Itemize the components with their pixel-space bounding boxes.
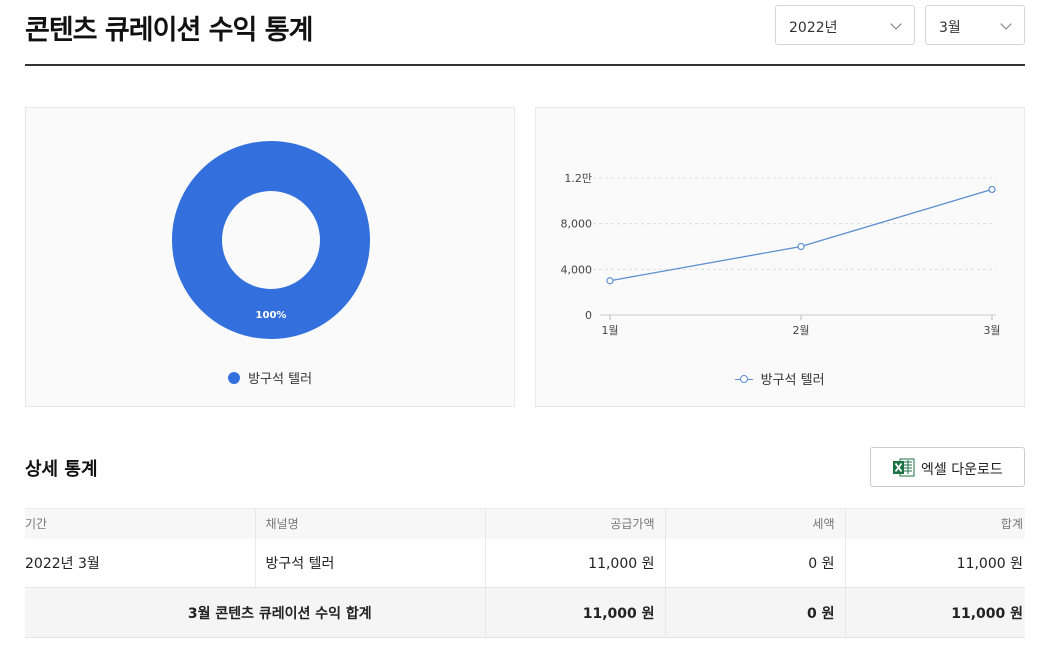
total-row: 3월 콘텐츠 큐레이션 수익 합계 11,000 원 0 원 11,000 원 — [25, 587, 1025, 638]
x-tick-label: 1월 — [601, 324, 618, 337]
donut-slice — [171, 140, 371, 339]
cell-sum: 11,000 원 — [845, 538, 1025, 588]
detail-section-title: 상세 통계 — [25, 459, 98, 480]
total-supply: 11,000 원 — [485, 587, 666, 638]
data-point — [606, 277, 614, 285]
line-legend[interactable]: 방구석 텔러 — [536, 369, 1024, 388]
line-chart-panel: 0 4,000 8,000 1.2만 1월 2월 3월 방구석 텔러 — [535, 107, 1025, 407]
column-header-sum: 합계 — [845, 508, 1025, 539]
page-title: 콘텐츠 큐레이션 수익 통계 — [25, 15, 313, 46]
donut-legend-label: 방구석 텔러 — [248, 372, 313, 387]
excel-icon — [893, 458, 915, 477]
page-header: 콘텐츠 큐레이션 수익 통계 2022년 3월 — [25, 0, 1025, 66]
month-select-value: 3월 — [939, 20, 961, 36]
excel-download-label: 엑셀 다운로드 — [921, 462, 1003, 478]
year-select[interactable]: 2022년 — [775, 5, 915, 45]
total-tax: 0 원 — [665, 587, 846, 638]
donut-chart-panel: 100% 방구석 텔러 — [25, 107, 515, 407]
column-header-supply: 공급가액 — [485, 508, 666, 539]
column-header-period: 기간 — [25, 508, 256, 539]
table-header-row: 기간 채널명 공급가액 세액 합계 — [25, 508, 1025, 539]
total-sum: 11,000 원 — [845, 587, 1025, 638]
legend-dot-icon — [227, 372, 240, 384]
donut-chart: 100% — [171, 140, 371, 339]
data-point — [797, 242, 805, 251]
y-tick-label: 4,000 — [561, 263, 593, 276]
detail-table: 기간 채널명 공급가액 세액 합계 2022년 3월 방구석 텔러 11,000… — [25, 508, 1025, 638]
y-tick-label: 1.2만 — [564, 172, 592, 185]
y-tick-label: 0 — [585, 309, 592, 322]
donut-legend[interactable]: 방구석 텔러 — [26, 368, 514, 387]
total-label: 3월 콘텐츠 큐레이션 수익 합계 — [25, 587, 486, 638]
cell-tax: 0 원 — [665, 538, 846, 588]
y-tick-label: 8,000 — [561, 218, 593, 231]
chevron-down-icon — [890, 18, 902, 30]
legend-line-icon — [735, 374, 754, 384]
column-header-tax: 세액 — [665, 508, 846, 539]
x-tick-label: 3월 — [983, 324, 1000, 337]
excel-download-button[interactable]: 엑셀 다운로드 — [870, 447, 1025, 487]
donut-data-label: 100% — [256, 310, 287, 321]
month-select[interactable]: 3월 — [925, 5, 1025, 45]
series-line — [609, 188, 993, 282]
x-tick-label: 2월 — [792, 324, 809, 337]
line-chart: 0 4,000 8,000 1.2만 1월 2월 3월 — [561, 172, 1001, 337]
cell-supply: 11,000 원 — [485, 538, 666, 588]
chevron-down-icon — [1000, 18, 1012, 30]
column-header-channel: 채널명 — [255, 508, 486, 539]
line-legend-label: 방구석 텔러 — [760, 373, 825, 388]
cell-channel: 방구석 텔러 — [255, 538, 486, 588]
year-select-value: 2022년 — [789, 20, 838, 36]
data-point — [988, 185, 996, 194]
table-row: 2022년 3월 방구석 텔러 11,000 원 0 원 11,000 원 — [25, 538, 1025, 588]
cell-period: 2022년 3월 — [25, 538, 256, 588]
